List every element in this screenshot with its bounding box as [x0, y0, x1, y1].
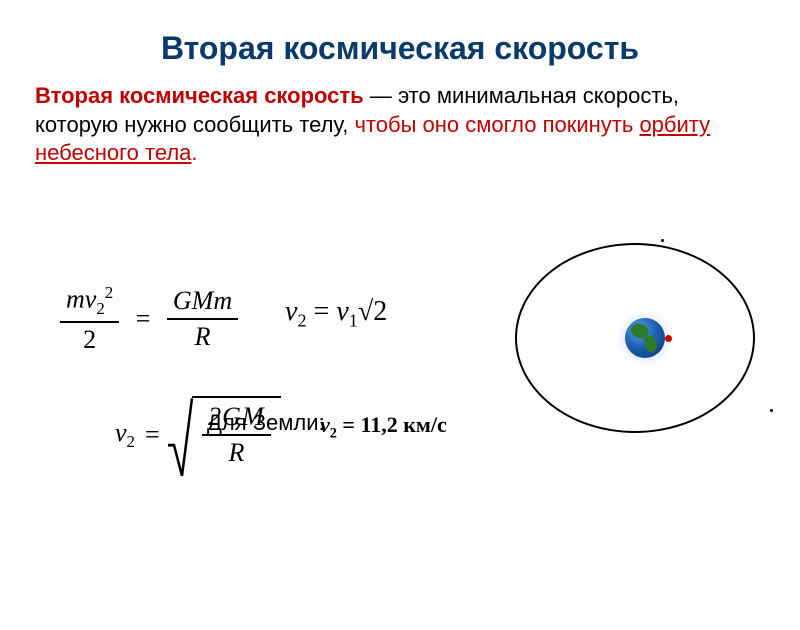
earth-land-2	[643, 334, 660, 353]
sqrt-vinculum	[192, 396, 280, 398]
eq2-v: v	[285, 296, 297, 327]
def-part3: чтобы оно смогло покинуть	[354, 112, 639, 137]
equation-v2-v1-relation: v2 = v1√2	[285, 296, 387, 332]
eq2-v1: v	[336, 296, 348, 327]
for-earth-label: Для Земли:	[207, 410, 325, 436]
eq1-rhs-den: R	[167, 320, 238, 352]
def-term: Вторая космическая скорость	[35, 83, 364, 108]
eq2-sub1: 1	[349, 310, 358, 330]
eq2-eq: =	[307, 296, 337, 327]
eq1-rhs-num: GMm	[167, 286, 238, 320]
eq1-sub: 2	[96, 299, 104, 318]
definition-paragraph: Вторая космическая скорость — это минима…	[0, 82, 800, 168]
eq1-den-left: 2	[60, 323, 119, 355]
eq2-sqrt: √2	[358, 296, 387, 327]
eq1-mv: mv	[66, 284, 96, 313]
def-part5: .	[191, 140, 197, 165]
eq2-sub2: 2	[297, 310, 306, 330]
orbit-diagram	[515, 243, 755, 433]
orbit-dot-top	[661, 239, 664, 242]
page-title: Вторая космическая скорость	[0, 30, 800, 67]
eq3-v: v	[115, 418, 127, 447]
eq1-equals: =	[126, 304, 161, 334]
formulas-region: mv22 2 = GMm R v2 = v1√2 v2 = 2GM R	[0, 188, 800, 558]
eq3-den: R	[202, 436, 270, 468]
satellite-dot	[665, 335, 672, 342]
eq4-sub: 2	[330, 425, 337, 441]
earth-sphere	[625, 318, 665, 358]
eq3-eq: =	[135, 420, 170, 450]
eq4-value: 11,2 км/с	[360, 412, 446, 437]
eq3-sub: 2	[127, 432, 135, 451]
sqrt-radical-icon	[166, 396, 194, 478]
equation-v2-value: v2 = 11,2 км/с	[320, 412, 447, 442]
eq1-sup: 2	[105, 283, 113, 302]
eq4-v: v	[320, 412, 330, 437]
eq4-eq: =	[337, 412, 361, 437]
equation-energy-balance: mv22 2 = GMm R	[60, 283, 238, 355]
earth-icon	[625, 318, 665, 358]
orbit-dot-side	[770, 409, 773, 412]
